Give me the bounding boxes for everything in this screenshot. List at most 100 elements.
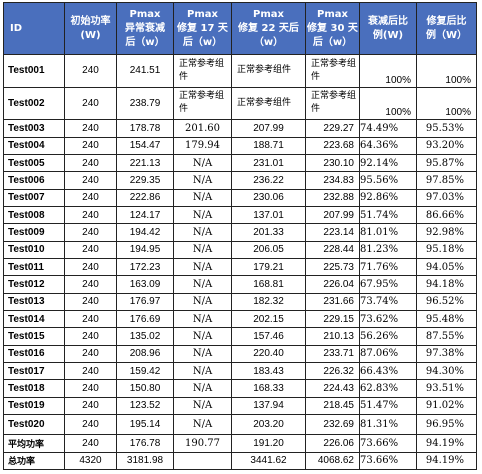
cell-abnormal: 150.80 (116, 379, 174, 398)
cell-id: Test007 (3, 188, 65, 207)
cell-decay-ratio: 95.56% (359, 171, 417, 190)
table-row: Test002 240 238.79 正常参考组件 正常参考组件 正常参考组件 … (3, 86, 477, 121)
cell-r17: N/A (173, 153, 232, 173)
cell-r22: 168.81 (231, 275, 306, 294)
cell-id: Test015 (3, 327, 65, 346)
cell-initial: 240 (64, 257, 117, 277)
cell-r30: 223.14 (305, 223, 360, 242)
header-initial-power: 初始功率 (W) (64, 2, 117, 55)
cell-decay-ratio: 73.66% (359, 434, 417, 453)
cell-decay-ratio: 73.62% (359, 309, 417, 329)
cell-r22: 191.20 (231, 434, 306, 453)
header-repair-17d: Pmax 修复 17 天 后（w） (173, 2, 232, 55)
header-row: ID 初始功率 (W) Pmax 异常衰减 后（w） Pmax 修复 17 天 … (3, 2, 477, 55)
cell-r17: N/A (173, 171, 232, 190)
cell-r22: 207.99 (231, 119, 306, 138)
cell-r22: 3441.62 (231, 451, 306, 471)
cell-r30: 229.15 (305, 309, 360, 329)
table-row: Test009 240 194.42 N/A 201.33 223.14 81.01% 92.… (3, 223, 477, 242)
header-r30-line2: 修复 30 天 (307, 22, 358, 34)
cell-r22: 157.46 (231, 327, 306, 346)
cell-initial: 240 (64, 119, 117, 138)
header-r30-line3: 后（w） (312, 36, 353, 48)
cell-id: Test003 (3, 119, 65, 138)
cell-r22: 231.01 (231, 153, 306, 173)
cell-repair-ratio: 91.02% (416, 396, 477, 415)
header-r17-line3: 后（w） (182, 36, 223, 48)
cell-initial: 240 (64, 86, 117, 121)
cell-initial: 240 (64, 240, 117, 259)
cell-r17: N/A (173, 292, 232, 311)
cell-r30: 210.13 (305, 327, 360, 346)
cell-initial: 240 (64, 188, 117, 207)
cell-decay-ratio: 51.47% (359, 396, 417, 415)
cell-id: Test017 (3, 361, 65, 381)
cell-r17: N/A (173, 344, 232, 363)
cell-r30: 229.27 (305, 119, 360, 138)
cell-r30: 218.45 (305, 396, 360, 415)
cell-r30: 226.32 (305, 361, 360, 381)
cell-repair-ratio: 97.85% (416, 171, 477, 190)
cell-initial: 4320 (64, 451, 117, 471)
cell-repair-ratio: 94.05% (416, 257, 477, 277)
table-body: Test001 240 241.51 正常参考组件 正常参考组件 正常参考组件 … (3, 54, 477, 471)
cell-id: Test018 (3, 379, 65, 398)
cell-abnormal: 222.86 (116, 188, 174, 207)
cell-r17: N/A (173, 257, 232, 277)
cell-repair-ratio: 94.18% (416, 275, 477, 294)
table-row: Test013 240 176.97 N/A 182.32 231.66 73.74% 96.… (3, 292, 477, 311)
cell-id: Test001 (3, 54, 65, 88)
cell-r22: 236.22 (231, 171, 306, 190)
table-row: Test018 240 150.80 N/A 168.33 224.43 62.83% 93.… (3, 379, 477, 398)
header-decay-line1: 衰减后比 (368, 15, 408, 27)
cell-decay-ratio: 73.74% (359, 292, 417, 311)
cell-abnormal: 194.42 (116, 223, 174, 242)
cell-repair-ratio: 95.48% (416, 309, 477, 329)
cell-initial: 240 (64, 434, 117, 453)
cell-r22: 137.01 (231, 205, 306, 225)
cell-r17: N/A (173, 413, 232, 436)
cell-abnormal: 176.97 (116, 292, 174, 311)
cell-id: Test013 (3, 292, 65, 311)
cell-r22: 203.20 (231, 413, 306, 436)
table-row: Test017 240 159.42 N/A 183.43 226.32 66.43% 94.… (3, 361, 477, 381)
header-repair-22d: Pmax 修复 22 天后 （w） (231, 2, 306, 55)
cell-abnormal: 163.09 (116, 275, 174, 294)
cell-abnormal: 238.79 (116, 86, 174, 121)
cell-decay-ratio: 71.76% (359, 257, 417, 277)
cell-abnormal: 208.96 (116, 344, 174, 363)
cell-id: Test019 (3, 396, 65, 415)
cell-id: Test006 (3, 171, 65, 190)
cell-abnormal: 178.78 (116, 119, 174, 138)
cell-initial: 240 (64, 344, 117, 363)
cell-repair-ratio: 86.66% (416, 205, 477, 225)
cell-r30: 224.43 (305, 379, 360, 398)
table-row: Test020 240 195.14 N/A 203.20 232.69 81.31% 96.… (3, 413, 477, 436)
header-abnormal-line1: Pmax (129, 8, 161, 20)
header-id-label: ID (10, 22, 23, 34)
cell-abnormal: 172.23 (116, 257, 174, 277)
cell-r17: 179.94 (173, 136, 232, 155)
table-row: Test015 240 135.02 N/A 157.46 210.13 56.26% 87.… (3, 327, 477, 346)
cell-r30: 234.83 (305, 171, 360, 190)
cell-r30: 正常参考组件 (305, 54, 360, 88)
cell-initial: 240 (64, 223, 117, 242)
cell-r22: 230.06 (231, 188, 306, 207)
cell-r30: 230.10 (305, 153, 360, 173)
header-repair-line2: 例（W） (425, 29, 468, 41)
cell-r17: N/A (173, 188, 232, 207)
cell-r17: 正常参考组件 (173, 54, 232, 88)
cell-r30: 233.71 (305, 344, 360, 363)
header-r17-line2: 修复 17 天 (177, 22, 228, 34)
table-row: Test005 240 221.13 N/A 231.01 230.10 92.14% 95.… (3, 153, 477, 173)
cell-repair-ratio: 96.52% (416, 292, 477, 311)
table-row: Test003 240 178.78 201.60 207.99 229.27 74.49%… (3, 119, 477, 138)
cell-r17: N/A (173, 240, 232, 259)
cell-repair-ratio: 96.95% (416, 413, 477, 436)
cell-decay-ratio: 100% (359, 86, 417, 121)
cell-abnormal: 159.42 (116, 361, 174, 381)
cell-abnormal: 124.17 (116, 205, 174, 225)
cell-initial: 240 (64, 54, 117, 88)
cell-initial: 240 (64, 292, 117, 311)
cell-r17: N/A (173, 396, 232, 415)
